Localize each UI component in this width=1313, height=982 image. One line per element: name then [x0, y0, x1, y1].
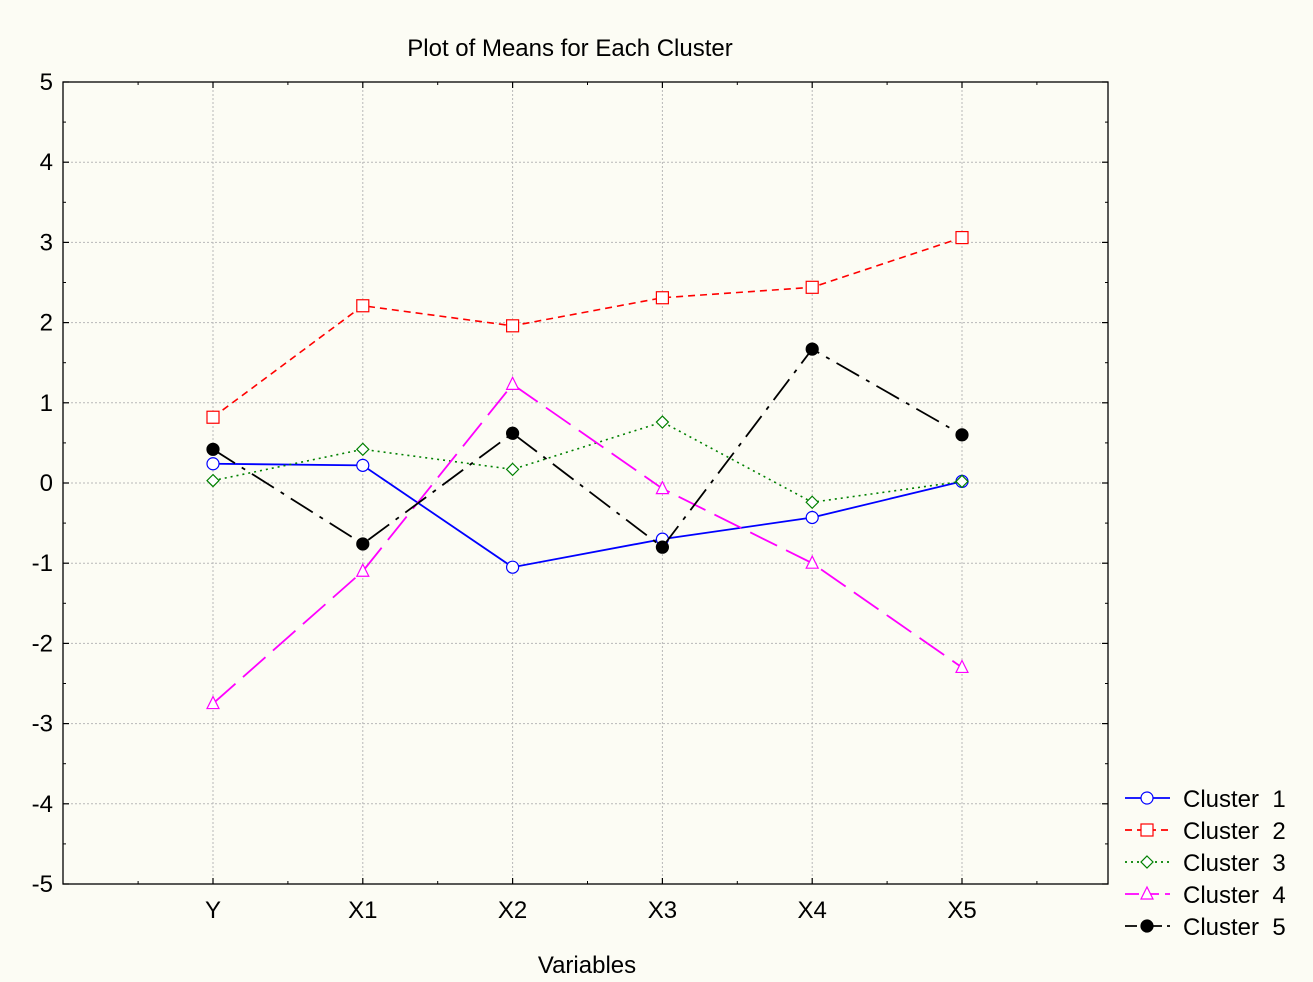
series-line: [212, 236, 963, 418]
y-tick-label: 1: [40, 390, 53, 417]
legend-label: Cluster 5: [1183, 914, 1286, 941]
x-axis-label: Variables: [538, 952, 636, 979]
diamond-marker: [355, 442, 370, 457]
legend-item: Cluster 2: [1125, 818, 1286, 845]
filled-circle-marker: [805, 342, 819, 356]
circle-marker: [206, 457, 220, 471]
legend-label: Cluster 1: [1183, 786, 1286, 813]
square-marker: [506, 319, 520, 333]
diamond-marker: [206, 473, 220, 488]
gridlines: [63, 82, 1108, 884]
triangle-marker: [655, 480, 670, 495]
filled-circle-marker: [955, 428, 969, 442]
diamond-marker: [655, 415, 670, 429]
filled-circle-marker: [1140, 919, 1154, 933]
y-tick-label: -2: [32, 630, 53, 657]
filled-circle-marker: [505, 426, 520, 440]
x-tick-label: X2: [498, 897, 527, 924]
series-cluster-1: [206, 457, 969, 574]
y-tick-label: 5: [40, 69, 53, 96]
y-tick-label: -4: [32, 791, 53, 818]
legend-label: Cluster 4: [1183, 882, 1286, 909]
filled-circle-marker: [356, 537, 370, 551]
series-cluster-4: [206, 376, 969, 710]
chart-title: Plot of Means for Each Cluster: [407, 35, 732, 62]
axes: 5 4 3 2 1 0 -1 -2 -3 -4 -5 Y X1 X2 X3 X4 X5: [32, 69, 1108, 924]
square-marker: [1140, 823, 1154, 837]
legend-item: Cluster 3: [1125, 850, 1286, 877]
triangle-marker: [206, 695, 220, 710]
x-tick-label: X3: [648, 897, 677, 924]
legend-label: Cluster 3: [1183, 850, 1286, 877]
x-tick-label: X1: [348, 897, 377, 924]
x-tick-label: X5: [947, 897, 976, 924]
square-marker: [805, 280, 819, 294]
diamond-marker: [805, 495, 820, 510]
triangle-marker: [355, 562, 370, 577]
circle-marker: [805, 510, 819, 525]
series-line: [212, 421, 963, 504]
triangle-marker: [955, 659, 969, 674]
series-line: [212, 462, 963, 569]
diamond-marker: [955, 474, 969, 489]
series-cluster-5: [206, 342, 969, 554]
circle-marker: [505, 560, 520, 574]
legend: Cluster 1 Cluster 2 Cluster 3 Cluster 4 Clus…: [1125, 786, 1286, 941]
y-tick-label: 4: [40, 149, 53, 176]
circle-marker: [1140, 791, 1154, 805]
series-cluster-2: [206, 230, 969, 424]
y-tick-label: 3: [40, 229, 53, 256]
circle-marker: [356, 458, 370, 472]
y-tick-label: 2: [40, 310, 53, 337]
filled-circle-marker: [655, 540, 670, 554]
triangle-marker: [505, 376, 520, 390]
legend-label: Cluster 2: [1183, 818, 1286, 845]
square-marker: [955, 230, 969, 245]
square-marker: [655, 291, 670, 305]
legend-item: Cluster 1: [1125, 786, 1286, 813]
diamond-marker: [1140, 855, 1154, 869]
series-cluster-3: [206, 415, 969, 510]
y-tick-label: -5: [32, 871, 53, 898]
series-line: [212, 347, 963, 549]
legend-item: Cluster 4: [1125, 882, 1286, 909]
x-tick-label: Y: [205, 897, 221, 924]
square-marker: [356, 299, 370, 313]
diamond-marker: [505, 462, 520, 477]
legend-item: Cluster 5: [1125, 914, 1286, 941]
square-marker: [206, 410, 220, 424]
triangle-marker: [805, 554, 820, 569]
y-tick-label: -1: [32, 550, 53, 577]
series-layer: [206, 230, 969, 710]
x-tick-label: X4: [798, 897, 827, 924]
y-tick-label: 0: [40, 470, 53, 497]
series-line: [212, 383, 963, 705]
triangle-marker: [1140, 885, 1154, 900]
filled-circle-marker: [206, 442, 220, 456]
y-tick-label: -3: [32, 711, 53, 738]
